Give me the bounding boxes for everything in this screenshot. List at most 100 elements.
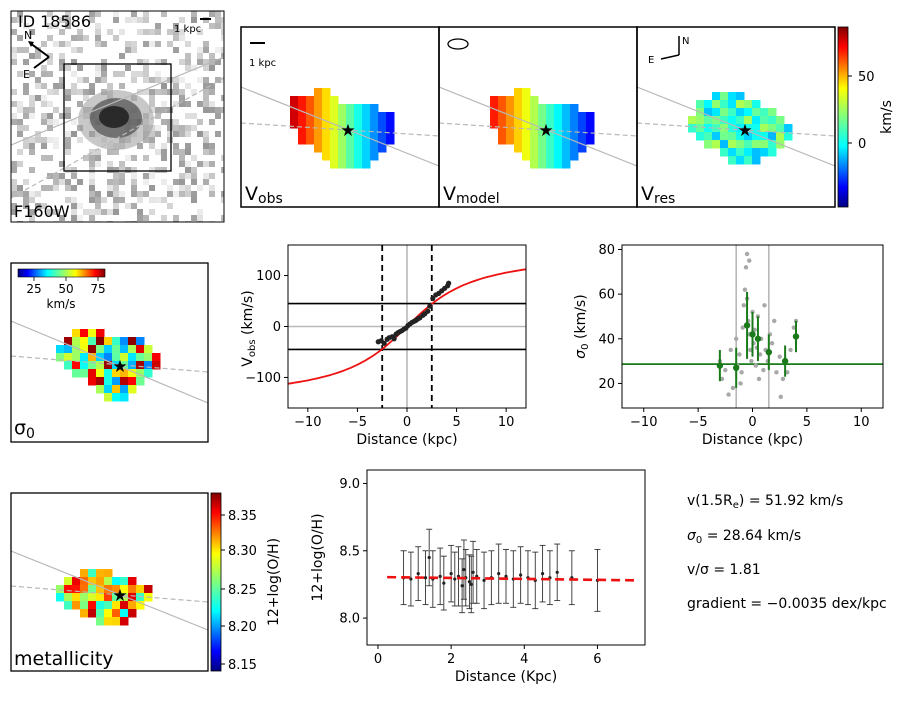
sd-gray-point	[780, 376, 786, 382]
sd-gray-point	[719, 376, 725, 382]
model-center-star-icon: ★	[538, 121, 553, 141]
mg-ytick-label: 8.0	[339, 612, 360, 627]
sd-gray-point	[747, 258, 752, 263]
sd-gray-point	[752, 327, 757, 333]
galaxy-id: ID 18586	[18, 12, 91, 31]
metallicity-major-axis	[11, 550, 208, 631]
sd-gray-point	[791, 325, 797, 330]
sigma-major-axis	[11, 320, 208, 404]
mg-data-point	[423, 576, 428, 580]
metallicity-label: metallicity	[14, 648, 114, 670]
galaxy-core	[99, 106, 129, 128]
metallicity-colorbar-tick-label-825: 8.25	[228, 583, 257, 598]
rc-xtick-label: 0	[403, 415, 411, 430]
sd-green-point	[732, 364, 740, 372]
kinematic-axis-line	[11, 77, 224, 199]
sd-gray-point	[777, 354, 782, 359]
metallicity-map-panel: ★ metallicity 8.35 8.30 8.25 8.20 8.15 1…	[10, 492, 282, 673]
model-major-axis	[439, 86, 637, 167]
mg-data-point	[449, 572, 453, 576]
sd-gray-point	[750, 309, 755, 315]
sd-gray-point	[739, 370, 744, 375]
sigma-map-frame	[10, 262, 209, 443]
obs-scale-label: 1 kpc	[249, 58, 276, 69]
rc-data-point	[430, 295, 436, 302]
metallicity-colorbar-label: 12+log(O/H)	[266, 538, 282, 626]
sd-gray-point	[723, 367, 728, 373]
sigma-label: σ0	[14, 417, 35, 442]
mg-xtick-label: 0	[374, 652, 382, 667]
res-compass-e: E	[648, 55, 654, 66]
sd-green-point	[781, 357, 789, 365]
model-kinematic-axis	[439, 122, 637, 137]
velocity-model-pixels	[490, 88, 595, 169]
sd-gray-point	[733, 336, 739, 341]
sd-frame	[621, 244, 884, 409]
compass-icon	[28, 41, 50, 69]
rc-data-point	[391, 336, 397, 342]
rc-ylabel: Vobs (km/s)	[240, 290, 258, 366]
metallicity-colorbar-tick-label-820: 8.20	[228, 620, 257, 635]
mg-xtick-label: 4	[520, 652, 528, 667]
rc-data-point	[381, 340, 387, 346]
sd-gray-point	[753, 363, 758, 368]
sd-green-point	[743, 322, 751, 329]
velocity-colorbar-unit: km/s	[879, 100, 895, 134]
sd-green-point	[716, 362, 724, 369]
rc-ytick-label: −100	[245, 371, 281, 386]
scale-label: 1 kpc	[174, 24, 201, 35]
mg-data-point	[504, 574, 508, 578]
sd-gray-point	[756, 376, 762, 382]
mg-data-point	[442, 581, 446, 585]
summary-v15re: v(1.5Re) = 51.92 km/s	[687, 493, 843, 511]
velocity-colorbar-tick-label-0: 0	[858, 137, 866, 152]
velocity-res-panel: ★ N E Vres	[637, 36, 835, 207]
sigma-colorbar-gradient	[17, 268, 106, 278]
sd-gray-point	[740, 325, 745, 330]
mg-plot-area	[387, 528, 635, 614]
filter-label: F160W	[14, 202, 70, 221]
sigma-kinematic-axis	[11, 355, 208, 373]
sd-gray-point	[730, 385, 736, 391]
rc-data-point	[427, 303, 433, 309]
sd-ylabel: σ0 (km/s)	[573, 294, 591, 358]
res-compass-n: N	[682, 36, 689, 47]
sd-gray-point	[774, 370, 779, 375]
rc-ytick-label: 0	[273, 320, 281, 335]
sd-gray-point	[778, 394, 783, 400]
obs-major-axis	[241, 86, 439, 167]
mg-data-point	[469, 582, 473, 587]
metallicity-colorbar-gradient	[210, 492, 222, 672]
rc-plot-area	[288, 245, 526, 408]
rc-xtick-label: −5	[348, 415, 367, 430]
rc-xtick-label: −10	[294, 415, 321, 430]
sd-xtick-label: 0	[748, 415, 756, 430]
metallicity-gradient-plot: 0 2 4 6 8.0 8.5 9.0 Distance (Kpc) 12+log(O/H)	[310, 469, 646, 685]
mg-data-point	[482, 578, 486, 582]
sd-gray-point	[741, 303, 746, 308]
rc-xtick-label: 5	[452, 415, 460, 430]
mg-ytick-label: 8.5	[339, 544, 360, 559]
sd-xtick-label: 5	[803, 415, 811, 430]
mg-data-point	[460, 584, 464, 588]
res-compass-icon	[660, 36, 680, 60]
rc-ytick-label: 100	[256, 269, 281, 284]
sd-plot-area	[622, 245, 883, 408]
sd-xlabel: Distance (kpc)	[702, 432, 803, 448]
compass-e: E	[23, 68, 30, 81]
metallicity-colorbar-tick-label-815: 8.15	[228, 658, 257, 673]
sd-gray-point	[749, 358, 754, 364]
sigma-center-star-icon: ★	[112, 357, 127, 377]
psf-ellipse-icon	[447, 38, 469, 50]
summary-ratio: v/σ = 1.81	[687, 562, 761, 578]
major-axis-line	[11, 56, 224, 146]
res-label: Vres	[641, 183, 675, 207]
sigma-colorbar-unit: km/s	[47, 297, 76, 311]
sigma-map-panel: ★ 25 50 75 km/s σ0	[10, 262, 209, 443]
mg-ytick-label: 9.0	[339, 477, 360, 492]
res-center-star-icon: ★	[737, 121, 752, 141]
sigma-map-pixels	[56, 329, 161, 402]
metallicity-colorbar-tick-label-835: 8.35	[228, 509, 257, 524]
velocity-obs-panel: ★ 1 kpc Vobs	[241, 42, 439, 207]
